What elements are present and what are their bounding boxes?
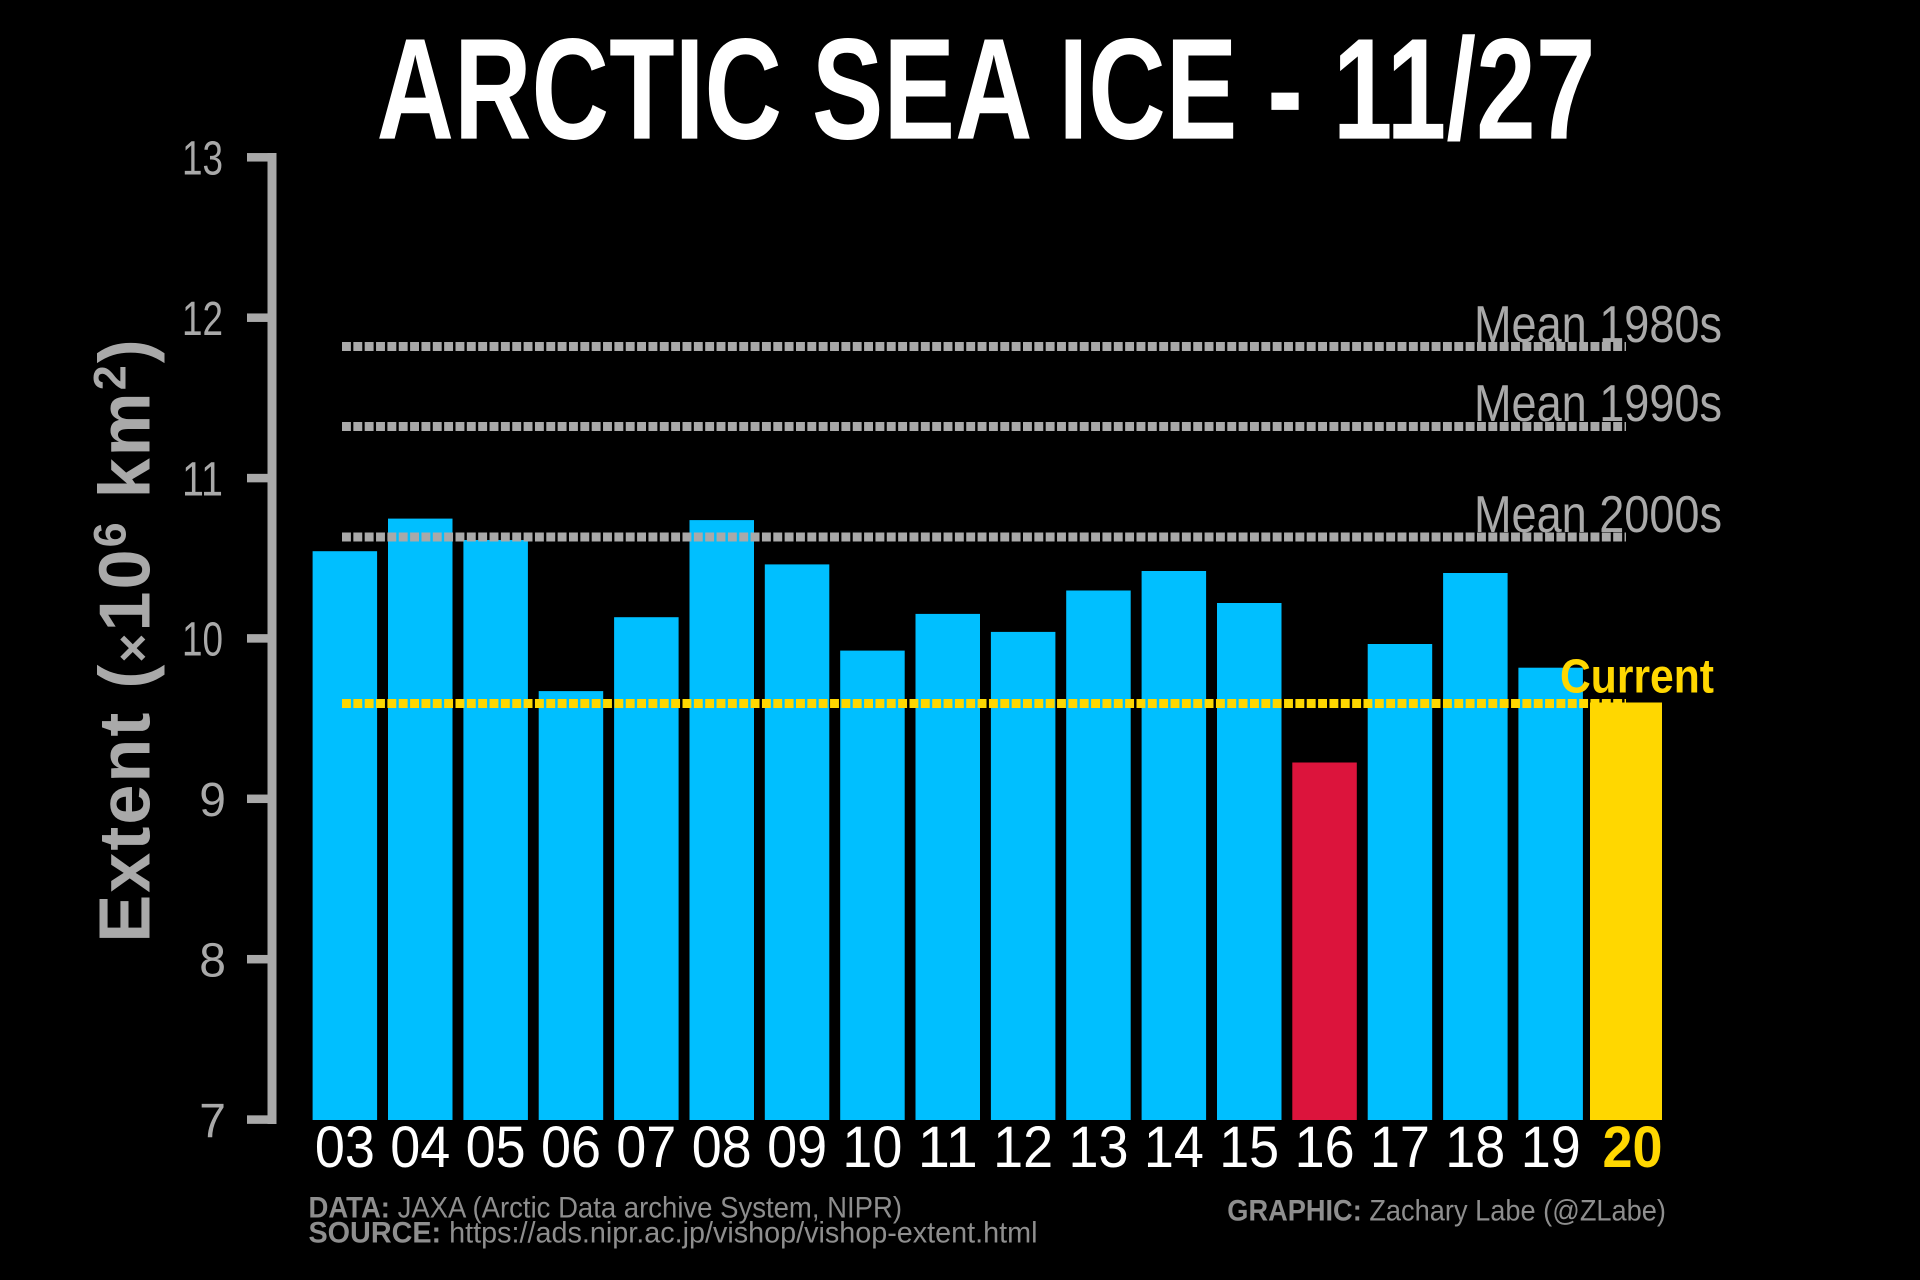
svg-text:13: 13 <box>182 133 223 186</box>
svg-text:8: 8 <box>199 935 226 988</box>
svg-text:05: 05 <box>466 1115 526 1180</box>
svg-text:18: 18 <box>1445 1115 1505 1180</box>
svg-text:04: 04 <box>390 1115 450 1180</box>
svg-text:DATA: JAXA (Arctic Data archiv: DATA: JAXA (Arctic Data archive System, … <box>309 1192 903 1225</box>
svg-text:SOURCE: https://ads.nipr.ac.jp: SOURCE: https://ads.nipr.ac.jp/vishop/vi… <box>309 1216 1038 1249</box>
svg-text:06: 06 <box>541 1115 601 1180</box>
svg-text:20: 20 <box>1603 1115 1663 1180</box>
svg-text:10: 10 <box>182 614 223 667</box>
svg-text:ARCTIC SEA ICE - 11/27: ARCTIC SEA ICE - 11/27 <box>377 9 1596 170</box>
svg-text:14: 14 <box>1144 1115 1204 1180</box>
svg-text:17: 17 <box>1370 1115 1430 1180</box>
svg-text:13: 13 <box>1069 1115 1129 1180</box>
svg-text:9: 9 <box>199 774 226 827</box>
svg-text:19: 19 <box>1521 1115 1581 1180</box>
svg-text:12: 12 <box>993 1115 1053 1180</box>
svg-text:GRAPHIC: Zachary Labe (@ZLabe): GRAPHIC: Zachary Labe (@ZLabe) <box>1227 1195 1666 1228</box>
svg-text:15: 15 <box>1219 1115 1279 1180</box>
svg-text:09: 09 <box>767 1115 827 1180</box>
svg-text:07: 07 <box>616 1115 676 1180</box>
svg-text:11: 11 <box>918 1115 978 1180</box>
svg-text:12: 12 <box>182 293 223 346</box>
svg-text:Extent (×106 km2): Extent (×106 km2) <box>84 337 165 942</box>
svg-text:Current: Current <box>1560 651 1714 704</box>
svg-text:7: 7 <box>199 1095 226 1148</box>
svg-text:Mean 2000s: Mean 2000s <box>1474 486 1722 544</box>
svg-text:10: 10 <box>842 1115 902 1180</box>
svg-text:Mean 1990s: Mean 1990s <box>1474 375 1722 433</box>
svg-text:03: 03 <box>315 1115 375 1180</box>
svg-text:08: 08 <box>692 1115 752 1180</box>
svg-text:Mean 1980s: Mean 1980s <box>1474 296 1722 354</box>
svg-text:16: 16 <box>1295 1115 1355 1180</box>
svg-text:11: 11 <box>182 453 223 506</box>
